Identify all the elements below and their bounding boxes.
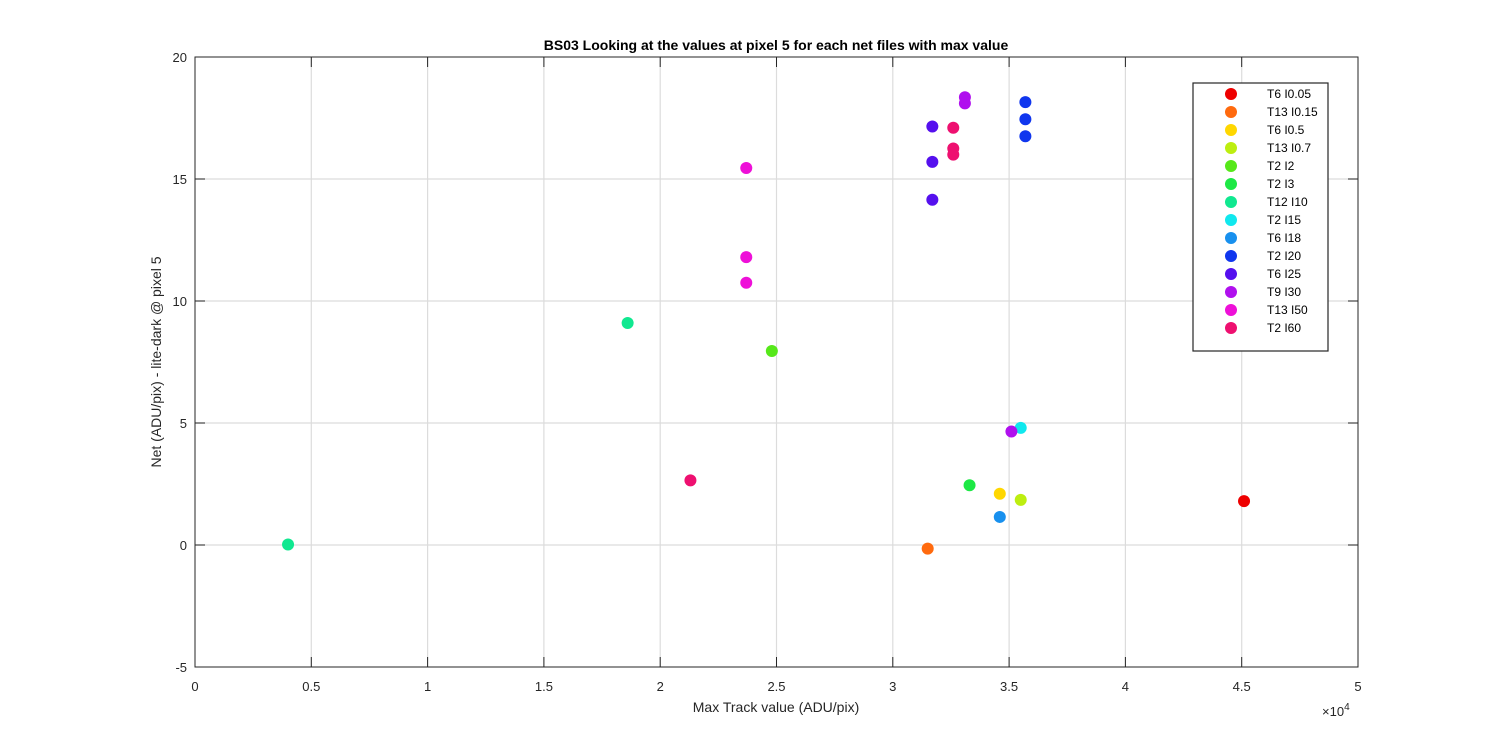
x-tick-label: 0 — [191, 679, 198, 694]
data-point — [621, 316, 634, 329]
legend-label: T6 I0.5 — [1267, 123, 1305, 137]
data-point — [282, 538, 295, 551]
x-axis-label: Max Track value (ADU/pix) — [693, 699, 859, 715]
legend-label: T12 I10 — [1267, 195, 1308, 209]
data-point — [921, 542, 934, 555]
legend-label: T6 I25 — [1267, 267, 1301, 281]
x-tick-label: 1.5 — [535, 679, 553, 694]
y-axis-label: Net (ADU/pix) - lite-dark @ pixel 5 — [148, 256, 164, 467]
data-point — [1014, 493, 1027, 506]
legend-marker — [1225, 304, 1237, 316]
legend-marker — [1225, 160, 1237, 172]
legend-marker — [1225, 322, 1237, 334]
legend-marker — [1225, 178, 1237, 190]
data-point — [1238, 495, 1251, 508]
legend-marker — [1225, 268, 1237, 280]
legend-label: T9 I30 — [1267, 285, 1301, 299]
data-point — [1019, 96, 1032, 109]
data-point — [1019, 130, 1032, 143]
x-exponent-base: ×10 — [1322, 704, 1344, 719]
legend-label: T2 I20 — [1267, 249, 1301, 263]
x-exponent-label: ×104 — [1322, 702, 1350, 719]
x-tick-label: 5 — [1354, 679, 1361, 694]
data-point — [740, 276, 753, 289]
data-point — [1014, 421, 1027, 434]
data-point — [993, 487, 1006, 500]
y-tick-label: 10 — [173, 294, 187, 309]
legend-label: T6 I0.05 — [1267, 87, 1311, 101]
data-point — [684, 474, 697, 487]
legend-box — [1192, 82, 1329, 352]
legend-label: T13 I0.7 — [1267, 141, 1311, 155]
x-tick-label: 4.5 — [1233, 679, 1251, 694]
chart-title: BS03 Looking at the values at pixel 5 fo… — [544, 37, 1009, 53]
y-tick-label: 15 — [173, 172, 187, 187]
x-exponent-power: 4 — [1344, 702, 1350, 713]
legend-marker — [1225, 88, 1237, 100]
x-tick-label: 3 — [889, 679, 896, 694]
legend-label: T2 I60 — [1267, 321, 1301, 335]
x-tick-label: 2 — [657, 679, 664, 694]
legend-label: T13 I0.15 — [1267, 105, 1318, 119]
legend-label: T13 I50 — [1267, 303, 1308, 317]
legend-marker — [1225, 124, 1237, 136]
legend-marker — [1225, 196, 1237, 208]
data-point — [926, 193, 939, 206]
legend-marker — [1225, 250, 1237, 262]
legend-label: T2 I15 — [1267, 213, 1301, 227]
legend-marker — [1225, 142, 1237, 154]
legend-label: T2 I3 — [1267, 177, 1295, 191]
y-tick-label: 20 — [173, 50, 187, 65]
y-tick-label: -5 — [175, 660, 187, 675]
legend: T6 I0.05 T13 I0.15 T6 I0.5 T13 I0.7 T2 I2 T2 … — [1192, 82, 1329, 352]
legend-marker — [1225, 232, 1237, 244]
x-tick-label: 0.5 — [302, 679, 320, 694]
data-point — [963, 479, 976, 492]
x-tick-label: 1 — [424, 679, 431, 694]
data-point — [947, 148, 960, 161]
data-point — [1005, 425, 1018, 438]
data-point — [1019, 113, 1032, 126]
y-tick-label: 0 — [180, 538, 187, 553]
data-point — [926, 155, 939, 168]
data-point — [947, 121, 960, 134]
data-point — [926, 120, 939, 133]
data-point — [765, 345, 778, 358]
axis-ticks: 0 0.5 1 1.5 2 2.5 3 3.5 4 4.5 5 -5 0 5 10 15 20 — [173, 50, 1362, 694]
data-point — [740, 162, 753, 175]
legend-label: T6 I18 — [1267, 231, 1301, 245]
data-point — [958, 97, 971, 110]
data-point — [993, 510, 1006, 523]
legend-marker — [1225, 214, 1237, 226]
x-tick-label: 3.5 — [1000, 679, 1018, 694]
y-tick-label: 5 — [180, 416, 187, 431]
legend-marker — [1225, 286, 1237, 298]
legend-marker — [1225, 106, 1237, 118]
legend-label: T2 I2 — [1267, 159, 1295, 173]
data-points — [282, 91, 1251, 555]
x-tick-label: 2.5 — [767, 679, 785, 694]
data-point — [740, 251, 753, 264]
x-tick-label: 4 — [1122, 679, 1129, 694]
